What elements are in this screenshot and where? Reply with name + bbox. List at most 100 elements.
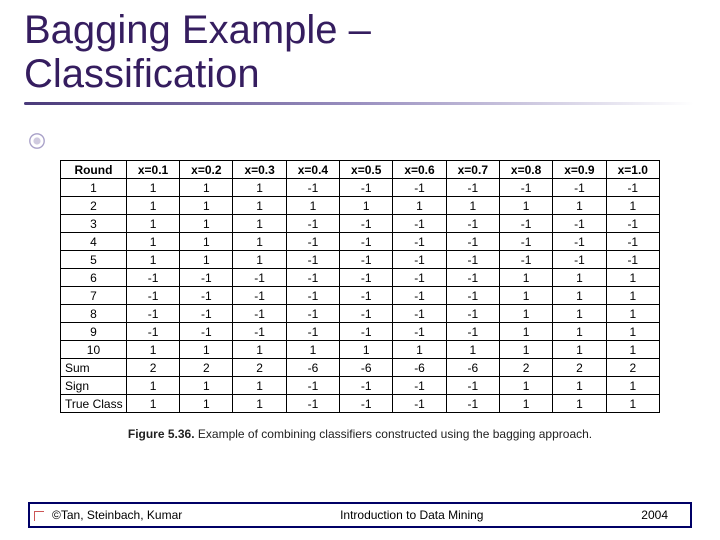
table-cell: 2 [180,359,233,377]
table-cell: -1 [340,251,393,269]
table-header-cell: x=0.2 [180,161,233,179]
table-cell: 7 [61,287,127,305]
table-cell: 1 [126,377,179,395]
table-cell: -1 [233,287,286,305]
table-row: Sign111-1-1-1-1111 [61,377,660,395]
table-cell: 1 [499,269,552,287]
table-cell: -1 [499,251,552,269]
footer-year: 2004 [641,508,668,522]
table-cell: 1 [606,323,659,341]
table-cell: -1 [446,251,499,269]
table-cell: -1 [553,179,606,197]
table-header-cell: x=0.1 [126,161,179,179]
table-cell: 1 [180,251,233,269]
table-cell: -1 [606,233,659,251]
table-cell: -6 [340,359,393,377]
table-cell: -1 [393,179,446,197]
table-cell: -1 [393,233,446,251]
table-cell: 1 [499,287,552,305]
table-cell: -1 [340,233,393,251]
table-cell: -1 [340,215,393,233]
table-cell: -1 [446,215,499,233]
table-header-cell: x=1.0 [606,161,659,179]
table-cell: 1 [606,341,659,359]
table-cell: 2 [61,197,127,215]
table-cell: 1 [233,197,286,215]
table-cell: -1 [393,395,446,413]
table-cell: 1 [180,395,233,413]
table-cell: -1 [340,179,393,197]
table-cell: Sign [61,377,127,395]
table-cell: -1 [340,269,393,287]
table-cell: 1 [606,197,659,215]
table-cell: 1 [553,377,606,395]
table-cell: -1 [340,395,393,413]
table-cell: -1 [446,377,499,395]
table-header-cell: x=0.8 [499,161,552,179]
table-cell: -1 [393,215,446,233]
table-row: True Class111-1-1-1-1111 [61,395,660,413]
table-cell: -1 [499,179,552,197]
title-underline [24,102,694,105]
table-cell: -1 [180,287,233,305]
table-cell: 1 [233,251,286,269]
table-cell: -6 [393,359,446,377]
table-cell: 1 [233,341,286,359]
table-cell: -1 [553,233,606,251]
table-cell: 1 [606,305,659,323]
table-cell: 1 [126,395,179,413]
table-cell: 1 [180,377,233,395]
table-header-cell: x=0.5 [340,161,393,179]
table-header-cell: x=0.9 [553,161,606,179]
table-row: 5111-1-1-1-1-1-1-1 [61,251,660,269]
table-cell: -1 [286,395,339,413]
table-header-row: Roundx=0.1x=0.2x=0.3x=0.4x=0.5x=0.6x=0.7… [61,161,660,179]
table-cell: -1 [393,323,446,341]
table-cell: -1 [393,251,446,269]
table-cell: -1 [126,269,179,287]
table-row: 8-1-1-1-1-1-1-1111 [61,305,660,323]
table-cell: 1 [180,215,233,233]
table-cell: 1 [606,377,659,395]
table-cell: -1 [446,269,499,287]
table-cell: -1 [393,269,446,287]
table-cell: 9 [61,323,127,341]
table-row: 21111111111 [61,197,660,215]
table-cell: 1 [61,179,127,197]
table-cell: -1 [499,215,552,233]
table-cell: 1 [499,305,552,323]
table-cell: -1 [446,395,499,413]
table-cell: 1 [286,197,339,215]
table-cell: 1 [340,197,393,215]
table-cell: -1 [180,305,233,323]
table-container: Roundx=0.1x=0.2x=0.3x=0.4x=0.5x=0.6x=0.7… [60,160,660,441]
table-cell: 1 [446,341,499,359]
table-row: 6-1-1-1-1-1-1-1111 [61,269,660,287]
table-header-cell: Round [61,161,127,179]
table-cell: 2 [126,359,179,377]
table-cell: 1 [499,197,552,215]
table-cell: 1 [553,341,606,359]
table-cell: -1 [606,251,659,269]
table-cell: 1 [126,341,179,359]
table-cell: 1 [553,395,606,413]
slide-title: Bagging Example – Classification [0,0,720,96]
table-cell: -1 [286,179,339,197]
table-cell: -1 [286,323,339,341]
footer-authors: ©Tan, Steinbach, Kumar [52,508,182,522]
table-row: 9-1-1-1-1-1-1-1111 [61,323,660,341]
table-body: 1111-1-1-1-1-1-1-1211111111113111-1-1-1-… [61,179,660,413]
table-cell: -1 [499,233,552,251]
table-row: 7-1-1-1-1-1-1-1111 [61,287,660,305]
caption-text: Example of combining classifiers constru… [198,427,592,441]
table-cell: 1 [233,179,286,197]
table-cell: 1 [126,215,179,233]
table-row: Sum222-6-6-6-6222 [61,359,660,377]
table-cell: -1 [233,269,286,287]
title-line-2: Classification [24,52,260,96]
table-cell: -1 [606,179,659,197]
caption-prefix: Figure 5.36. [128,427,195,441]
table-cell: -1 [180,323,233,341]
table-cell: 2 [553,359,606,377]
table-cell: 1 [233,377,286,395]
